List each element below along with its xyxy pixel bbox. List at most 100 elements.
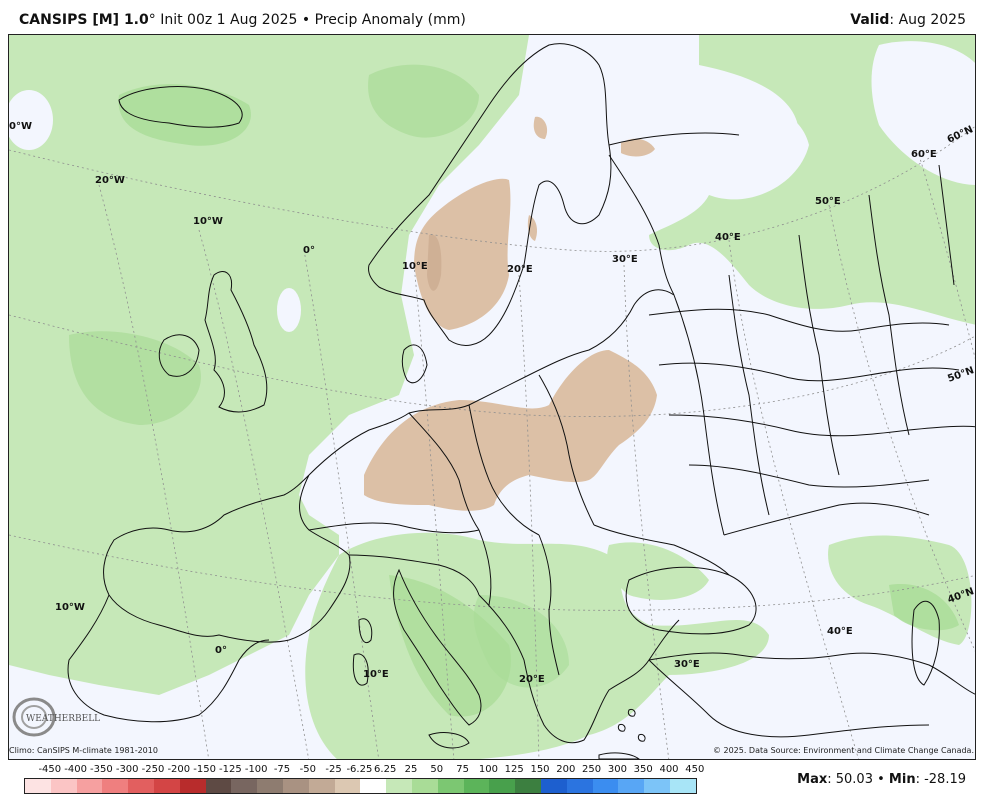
colorbar-tick-label: -6.25 [346,764,373,775]
colorbar-swatch [308,779,335,793]
field-name: Precip Anomaly (mm) [314,12,466,28]
wet-core-uk [69,331,201,425]
colorbar-swatch [25,779,51,793]
colorbar-swatch [334,779,361,793]
lon-label: 30°E [612,254,638,265]
graticule-labels: 0°W 20°W 10°W 0° 10°E 20°E 30°E 40°E 50°… [9,121,975,685]
lon-label: 60°E [911,149,937,160]
near-normal-russia [695,105,809,200]
weatherbell-logo: WEATHERBELL [12,697,100,737]
wet-core-norway-sea [368,64,479,138]
colorbar-swatch [205,779,232,793]
colorbar-swatch [102,779,129,793]
wet-core-balkans [473,595,569,688]
colorbar-tick-label: 25 [404,764,418,775]
wet-region-black-sea [607,542,709,600]
colorbar-tick-label: 200 [556,764,576,775]
wet-region-caucasus [889,584,959,631]
colorbar-swatch [360,779,387,793]
colorbar-swatch [540,779,567,793]
max-label: Max [797,772,828,787]
colorbar-tick-label: -400 [64,764,87,775]
colorbar-swatch [153,779,180,793]
dry-region-finland-north [533,116,548,139]
colorbar-swatch [257,779,283,793]
anomaly-map: 0°W 20°W 10°W 0° 10°E 20°E 30°E 40°E 50°… [9,35,975,759]
dry-region-central-europe [364,350,657,511]
colorbar-tick-label: -300 [115,764,139,775]
colorbar-tick-label: 75 [456,764,469,775]
colorbar-tick-label: -150 [193,764,216,775]
colorbar [24,778,697,794]
lon-label: 10°E [363,669,389,680]
max-min-separator: • [872,772,889,787]
map-title: CANSIPS [M] 1.0° Init 00z 1 Aug 2025 • P… [19,12,466,28]
map-panel: 0°W 20°W 10°W 0° 10°E 20°E 30°E 40°E 50°… [8,34,976,760]
valid-period: Valid: Aug 2025 [850,12,966,28]
colorbar-swatch [128,779,154,793]
lon-label: 30°E [674,659,700,670]
colorbar-swatch [618,779,645,793]
colorbar-swatch [644,779,670,793]
colorbar-tick-label: 400 [659,764,679,775]
lon-label: 0° [303,245,315,256]
degree-symbol: ° [148,12,156,28]
coastlines-and-borders [67,43,975,759]
dry-region-gulf-bothnia [527,215,537,241]
lon-label: 40°E [827,626,853,637]
colorbar-tick-label: 125 [504,764,524,775]
lon-label: 20°W [95,175,125,186]
colorbar-tick-label: -450 [38,764,62,775]
colorbar-swatch [50,779,77,793]
colorbar-tick-label: -50 [299,764,316,775]
valid-label: Valid [850,12,890,28]
colorbar-ticks: -450 -400 -350 -300 -250 -200 -150 -125 -100 -75-… [24,764,704,776]
colorbar-swatch [489,779,516,793]
max-value: : 50.03 [827,772,873,787]
lon-label: 50°E [815,196,841,207]
colorbar-tick-label: -25 [325,764,342,775]
colorbar-tick-label: 450 [685,764,705,775]
near-normal-pocket [277,288,301,332]
lon-label: 10°W [193,216,223,227]
colorbar-swatch [437,779,464,793]
colorbar-swatch [515,779,541,793]
colorbar-tick-label: -125 [219,764,242,775]
near-normal-russia-ne [871,41,975,185]
colorbar-swatch [592,779,619,793]
colorbar-swatch [76,779,103,793]
lon-label: 10°W [55,602,85,613]
colorbar-tick-label: 6.25 [374,764,397,775]
dry-region-russia-nw [621,138,655,157]
title-bullet: • [297,12,315,28]
colorbar-tick-label: 150 [530,764,550,775]
valid-value: : Aug 2025 [889,12,966,28]
colorbar-tick-label: 100 [478,764,498,775]
min-value: : -28.19 [915,772,966,787]
colorbar-tick-label: -200 [167,764,191,775]
graticule [9,125,975,759]
lon-label: 20°E [507,264,533,275]
colorbar-swatch [566,779,593,793]
logo-text: WEATHERBELL [26,714,100,724]
colorbar-swatch [463,779,490,793]
init-time: Init 00z 1 Aug 2025 [155,12,298,28]
near-normal-pocket [9,90,53,150]
data-credit: © 2025. Data Source: Environment and Cli… [712,746,974,755]
max-min-summary: Max: 50.03 • Min: -28.19 [797,772,966,787]
colorbar-tick-label: 300 [607,764,627,775]
dry-region-scandinavia [414,178,511,330]
header: CANSIPS [M] 1.0° Init 00z 1 Aug 2025 • P… [0,0,984,34]
colorbar-swatch [179,779,206,793]
min-label: Min [888,772,916,787]
colorbar-swatch [411,779,438,793]
colorbar-tick-label: -250 [141,764,165,775]
lon-label: 20°E [519,674,545,685]
colorbar-tick-label: 350 [633,764,653,775]
colorbar-tick-label: -75 [273,764,291,775]
lon-label: 0°W [9,121,32,132]
colorbar-tick-label: -350 [90,764,113,775]
colorbar-tick-label: -100 [244,764,268,775]
colorbar-swatch [386,779,412,793]
dry-core-norway [427,234,442,291]
